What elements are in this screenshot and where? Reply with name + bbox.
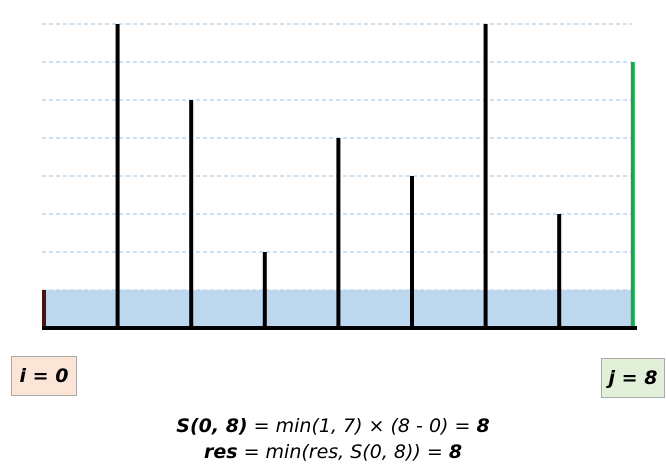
pointer-j-label: j = 8 xyxy=(601,358,665,398)
result-expression: = min(res, S(0, 8)) = xyxy=(237,441,449,463)
area-term: S(0, 8) xyxy=(176,415,248,437)
result-term: res xyxy=(203,441,238,463)
result-value: 8 xyxy=(448,441,463,463)
area-result: 8 xyxy=(476,415,490,437)
area-formula: S(0, 8) = min(1, 7) × (8 - 0) = 8 xyxy=(0,415,666,437)
result-formula: res = min(res, S(0, 8)) = 8 xyxy=(0,441,666,463)
pointer-i-label: i = 0 xyxy=(11,356,77,396)
height-bars xyxy=(42,24,635,328)
area-expression: = min(1, 7) × (8 - 0) = xyxy=(247,415,477,437)
